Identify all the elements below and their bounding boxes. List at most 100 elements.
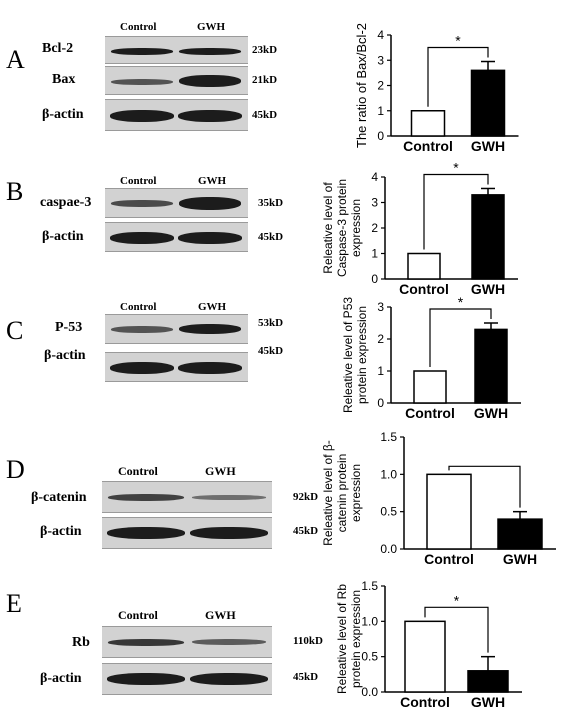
x-tick-label: GWH <box>474 405 508 421</box>
band-control <box>111 200 173 207</box>
y-tick-label: 1.0 <box>361 614 378 628</box>
molecular-weight: 23kD <box>252 44 278 56</box>
significance-bracket <box>429 308 492 367</box>
y-tick-label: 3 <box>377 53 384 67</box>
band-control <box>108 639 184 646</box>
panel-c: C Control GWH P-53 53kD β-actin 45kD <box>0 290 569 435</box>
lane-label-control: Control <box>118 608 158 622</box>
y-tick-label: 2 <box>377 332 384 346</box>
blot-label: β-actin <box>42 107 84 122</box>
y-tick-label: 2 <box>377 79 384 93</box>
molecular-weight: 45kD <box>252 109 278 121</box>
band-gwh <box>179 197 241 210</box>
x-tick-label: GWH <box>471 694 505 710</box>
significance-bracket <box>424 606 489 653</box>
blot-label: Rb <box>72 635 90 650</box>
lane-label-control: Control <box>120 301 157 313</box>
bar-control <box>410 110 446 137</box>
lane-label-gwh: GWH <box>205 464 236 478</box>
x-tick-label: Control <box>403 138 453 154</box>
molecular-weight: 45kD <box>293 671 319 683</box>
y-tick-label: 0 <box>371 272 378 286</box>
band-gwh <box>190 673 268 685</box>
molecular-weight: 35kD <box>258 197 284 209</box>
y-axis-label-line: Releative level of P53 <box>341 297 355 413</box>
y-tick-label: 1 <box>377 364 384 378</box>
band-gwh <box>179 75 241 87</box>
y-tick-label: 1 <box>377 104 384 118</box>
x-tick-label: GWH <box>471 138 505 154</box>
y-axis-label: Releative level ofCaspase-3 proteinexpre… <box>321 179 363 277</box>
band-control <box>110 110 174 122</box>
band-control <box>107 673 185 685</box>
y-tick-label: 2 <box>371 221 378 235</box>
molecular-weight: 45kD <box>258 345 284 357</box>
band-gwh <box>178 362 242 374</box>
lane-label-control: Control <box>120 175 157 187</box>
x-tick-label: Control <box>424 551 474 567</box>
x-tick-label: GWH <box>471 281 505 297</box>
blot-label: β-actin <box>42 229 84 244</box>
y-tick-label: 0.5 <box>380 505 397 519</box>
y-axis-label-line: protein expression <box>349 590 363 688</box>
western-blot-strip <box>105 314 248 344</box>
y-tick-label: 0 <box>377 129 384 143</box>
panel-letter: B <box>6 177 24 206</box>
y-axis-label-line: Releative level of <box>321 182 335 274</box>
significance-bracket <box>423 173 489 250</box>
y-tick-label: 1 <box>371 247 378 261</box>
y-axis-label-line: protein expression <box>355 306 369 404</box>
band-control <box>110 232 174 244</box>
significance-marker: * <box>455 33 461 49</box>
lane-label-gwh: GWH <box>198 175 227 187</box>
molecular-weight: 21kD <box>252 74 278 86</box>
significance-bracket <box>448 465 521 508</box>
lane-label-gwh: GWH <box>197 21 226 33</box>
western-blot-strip <box>105 66 248 95</box>
x-tick-label: Control <box>399 281 449 297</box>
blot-label: β-actin <box>40 671 82 686</box>
band-control <box>111 326 173 333</box>
panel-letter: C <box>6 316 24 345</box>
molecular-weight: 110kD <box>293 635 323 647</box>
molecular-weight: 92kD <box>293 491 319 503</box>
western-blot-strip <box>102 626 272 658</box>
y-axis-label-line: catenin protein <box>335 454 349 533</box>
western-blot-strip <box>105 36 248 64</box>
western-blot-strip <box>105 99 248 131</box>
band-gwh <box>178 232 242 244</box>
bar-gwh <box>471 194 505 280</box>
y-axis-label: Releative level of Rbprotein expression <box>335 584 363 694</box>
band-gwh <box>179 324 241 334</box>
y-tick-label: 0.0 <box>380 542 397 556</box>
blot-label: β-catenin <box>31 490 87 505</box>
y-axis-label-line: expression <box>349 199 363 257</box>
band-control <box>107 527 185 539</box>
bar-gwh <box>470 69 506 137</box>
y-tick-label: 0.5 <box>361 650 378 664</box>
significance-marker: * <box>458 294 464 310</box>
blot-label: β-actin <box>40 524 82 539</box>
western-blot-strip <box>105 352 248 382</box>
molecular-weight: 45kD <box>258 231 284 243</box>
y-tick-label: 3 <box>371 196 378 210</box>
y-tick-label: 4 <box>377 28 384 42</box>
y-tick-label: 4 <box>371 170 378 184</box>
bar-gwh <box>497 518 543 550</box>
band-gwh <box>192 495 266 500</box>
significance-marker: * <box>453 159 459 175</box>
panel-letter: A <box>6 45 25 74</box>
bar-control <box>404 620 446 693</box>
y-tick-label: 3 <box>377 300 384 314</box>
y-axis-label: Releative level of β-catenin proteinexpr… <box>321 440 363 546</box>
band-control <box>110 362 174 374</box>
y-tick-label: 0.0 <box>361 685 378 699</box>
blot-label: β-actin <box>44 348 86 363</box>
band-gwh <box>178 110 242 122</box>
blot-label: Bcl-2 <box>42 41 74 56</box>
y-axis-label-line: Releative level of Rb <box>335 584 349 694</box>
y-axis-label-line: Caspase-3 protein <box>335 179 349 277</box>
band-gwh <box>190 527 268 539</box>
molecular-weight: 53kD <box>258 317 284 329</box>
